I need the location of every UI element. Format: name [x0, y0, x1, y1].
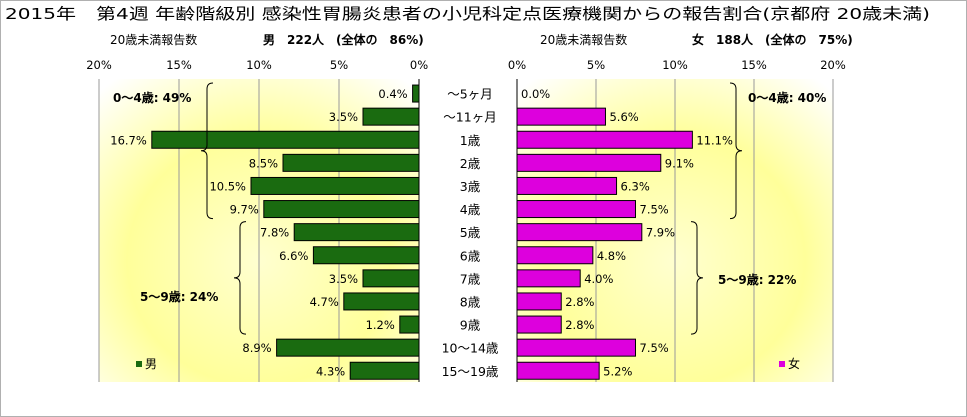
male-bracket-label-0-4: 0～4歳: 49%: [113, 90, 191, 105]
female-value-label: 7.5%: [640, 341, 669, 355]
male-x-tick-label: 10%: [246, 58, 272, 72]
male-value-label: 4.3%: [316, 364, 345, 378]
male-bar: [412, 84, 420, 103]
female-bracket-label-0-4: 0～4歳: 40%: [748, 90, 826, 105]
female-bar: [516, 292, 562, 311]
male-value-label: 9.7%: [230, 203, 259, 217]
male-bar: [362, 107, 420, 126]
male-bracket-0-4: [200, 82, 214, 220]
female-value-label: 0.0%: [521, 87, 550, 101]
female-bracket-label-5-9: 5～9歳: 22%: [718, 272, 796, 287]
male-value-label: 1.2%: [366, 318, 395, 332]
female-value-label: 7.5%: [640, 203, 669, 217]
category-label: ～11ヶ月: [443, 110, 496, 125]
category-label: 1歳: [460, 133, 481, 148]
male-bar: [399, 315, 420, 334]
female-value-label: 5.2%: [603, 364, 632, 378]
category-label: ～5ヶ月: [447, 87, 492, 102]
female-x-tick-label: 5%: [587, 58, 605, 72]
female-value-label: 6.3%: [621, 179, 650, 193]
female-x-tick-label: 10%: [662, 58, 688, 72]
male-x-tick-label: 20%: [86, 58, 112, 72]
male-header-label: 20歳未満報告数: [110, 32, 197, 47]
female-bar: [516, 269, 581, 288]
female-value-label: 9.1%: [665, 156, 694, 170]
male-value-label: 0.4%: [378, 87, 407, 101]
category-label: 10～14歳: [442, 341, 499, 356]
male-value-label: 3.5%: [329, 272, 358, 286]
male-bar: [263, 200, 420, 219]
female-bar: [516, 223, 643, 242]
female-x-tick-label: 20%: [820, 58, 846, 72]
category-label: 5歳: [460, 225, 481, 240]
male-value-label: 8.9%: [242, 341, 271, 355]
female-value-label: 4.8%: [597, 249, 626, 263]
female-header-value: 女 188人 (全体の 75%): [692, 32, 853, 47]
male-bracket-label-5-9: 5～9歳: 24%: [140, 289, 218, 304]
male-value-label: 3.5%: [329, 110, 358, 124]
chart-title: 2015年 第4週 年齢階級別 感染性胃腸炎患者の小児科定点医療機関からの報告割…: [5, 5, 930, 23]
category-label: 4歳: [460, 202, 481, 217]
female-bracket-5-9: [690, 221, 704, 335]
category-label: 7歳: [460, 271, 481, 286]
female-bar: [516, 130, 693, 149]
female-header-label: 20歳未満報告数: [540, 32, 627, 47]
male-value-label: 6.6%: [279, 249, 308, 263]
male-bar: [282, 153, 420, 172]
male-value-label: 8.5%: [249, 156, 278, 170]
female-value-label: 7.9%: [646, 226, 675, 240]
category-label: 2歳: [460, 156, 481, 171]
female-value-label: 2.8%: [565, 318, 594, 332]
female-legend-swatch: [779, 361, 785, 367]
female-bar: [516, 107, 606, 126]
male-header-value: 男 222人 (全体の 86%): [263, 32, 424, 47]
female-bar: [516, 176, 618, 195]
male-bar: [312, 246, 420, 265]
category-label: 8歳: [460, 294, 481, 309]
female-bar: [516, 361, 600, 380]
male-x-tick-label: 0%: [410, 58, 428, 72]
male-bar: [349, 361, 420, 380]
male-value-label: 10.5%: [209, 179, 246, 193]
female-value-label: 5.6%: [609, 110, 638, 124]
male-bar: [276, 338, 420, 357]
female-bar: [516, 153, 662, 172]
female-bar: [516, 246, 594, 265]
category-label: 6歳: [460, 248, 481, 263]
male-bar: [293, 223, 420, 242]
male-value-label: 7.8%: [260, 226, 289, 240]
male-legend-swatch: [136, 361, 142, 367]
female-x-tick-label: 0%: [508, 58, 526, 72]
female-bar: [516, 315, 562, 334]
female-value-label: 4.0%: [584, 272, 613, 286]
female-value-label: 11.1%: [696, 133, 733, 147]
male-value-label: 4.7%: [310, 295, 339, 309]
female-x-tick-label: 15%: [741, 58, 767, 72]
category-label: 15～19歳: [442, 364, 499, 379]
male-bar: [343, 292, 420, 311]
female-value-label: 2.8%: [565, 295, 594, 309]
male-legend-label: 男: [145, 357, 157, 371]
male-bar: [362, 269, 420, 288]
male-bracket-5-9: [233, 221, 247, 335]
category-label: 9歳: [460, 318, 481, 333]
male-x-tick-label: 5%: [330, 58, 348, 72]
male-bar: [250, 176, 420, 195]
male-bar: [151, 130, 420, 149]
female-bar: [516, 338, 636, 357]
category-label: 3歳: [460, 179, 481, 194]
male-value-label: 16.7%: [110, 133, 147, 147]
female-legend-label: 女: [788, 356, 800, 371]
male-x-tick-label: 15%: [166, 58, 192, 72]
female-bar: [516, 200, 636, 219]
female-bracket-0-4: [729, 82, 743, 220]
